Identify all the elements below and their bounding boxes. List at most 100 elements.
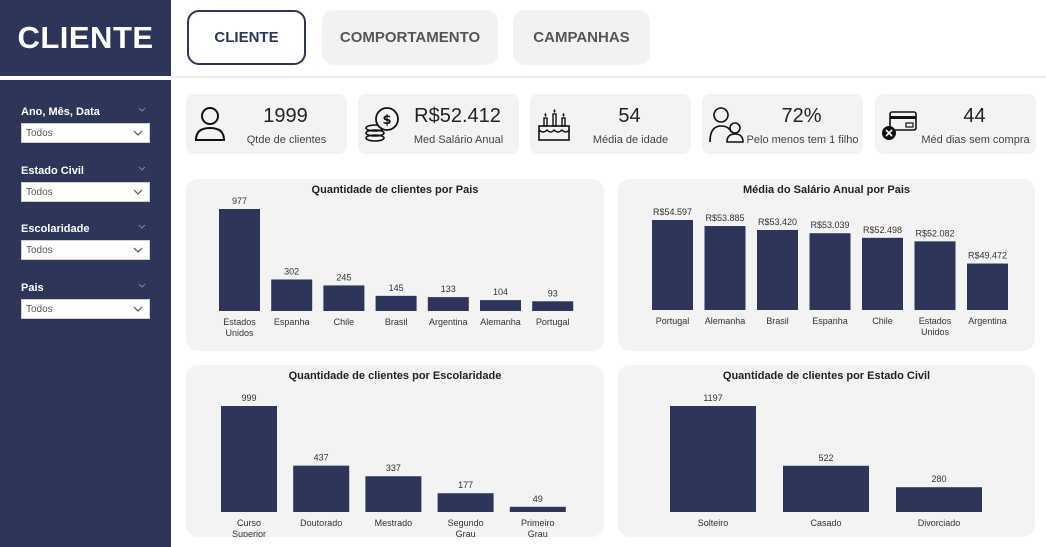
category-label: Chile — [872, 316, 893, 326]
data-label: R$53.885 — [705, 213, 744, 223]
bar-estados-unidos[interactable] — [914, 241, 956, 310]
kpi-value: R$52.412 — [414, 105, 501, 127]
data-label: 999 — [241, 393, 256, 403]
data-label: 437 — [314, 453, 329, 463]
bar-doutorado[interactable] — [293, 465, 350, 512]
bar-primeiro-grau[interactable] — [509, 506, 566, 512]
data-label: 302 — [284, 266, 299, 276]
svg-text:$: $ — [382, 113, 391, 128]
bar-espanha[interactable] — [809, 233, 851, 310]
collapse-chevron-icon[interactable] — [138, 106, 146, 114]
sidebar: CLIENTE Ano, Mês, Data Todos Estado Civi… — [0, 0, 171, 547]
chevron-down-icon — [133, 247, 143, 253]
data-label: 49 — [533, 494, 543, 504]
category-label: Mestrado — [375, 518, 413, 528]
bar-espanha[interactable] — [271, 279, 313, 311]
category-label: Portugal — [656, 316, 690, 326]
data-label: 522 — [818, 453, 833, 463]
bar-portugal[interactable] — [652, 220, 693, 310]
filter-pais-value: Todos — [26, 303, 53, 315]
data-label: R$53.039 — [810, 220, 849, 230]
data-label: R$49.472 — [968, 251, 1007, 261]
kpi-label: Média de idade — [592, 134, 669, 146]
bar-estados-unidos[interactable] — [219, 209, 260, 311]
filter-escolaridade-select[interactable]: Todos — [21, 240, 150, 260]
collapse-chevron-icon[interactable] — [138, 165, 146, 173]
filter-date: Ano, Mês, Data Todos — [21, 105, 150, 143]
card-declined-icon — [882, 111, 917, 140]
bar-alemanha[interactable] — [704, 226, 746, 310]
category-label: Doutorado — [300, 518, 342, 528]
data-label: 93 — [548, 288, 558, 298]
category-label: Alemanha — [705, 316, 746, 326]
chevron-down-icon — [133, 306, 143, 312]
filter-date-label: Ano, Mês, Data — [21, 106, 100, 118]
data-label: 177 — [458, 480, 473, 490]
bar-chile[interactable] — [862, 237, 903, 310]
collapse-chevron-icon[interactable] — [138, 282, 146, 290]
chart-panel-clientes-estado-civil: Quantidade de clientes por Estado Civil … — [618, 365, 1035, 537]
data-label: 104 — [493, 287, 508, 297]
bar-chile[interactable] — [323, 285, 365, 311]
kpi-value: 1999 — [263, 105, 308, 127]
kpi-value: 54 — [618, 105, 641, 127]
kpi-label: Med Salário Anual — [413, 134, 504, 146]
chart-panel-salario-pais: Média do Salário Anual por Pais R$54.597… — [618, 179, 1035, 351]
chart-panel-clientes-escolaridade: Quantidade de clientes por Escolaridade … — [186, 365, 604, 537]
parent-child-icon — [709, 107, 744, 143]
category-label: Curso Superior — [232, 518, 266, 537]
category-label: Estados Unidos — [223, 317, 256, 338]
data-label: 145 — [389, 283, 404, 293]
coins-icon: $ — [365, 107, 399, 142]
data-label: R$52.082 — [915, 228, 954, 238]
chart-clientes-pais: 977 Estados Unidos 302 Espanha 245 Chile 145 Bra… — [219, 196, 574, 338]
tab-cliente[interactable]: CLIENTE — [187, 10, 306, 65]
category-label: Chile — [334, 317, 355, 327]
kpi-card-dias: 44 Méd dias sem compra — [875, 94, 1036, 154]
filter-pais-select[interactable]: Todos — [21, 299, 150, 319]
bar-alemanha[interactable] — [480, 300, 521, 311]
kpi-label: Pelo menos tem 1 filho — [746, 134, 859, 146]
kpi-label: Méd dias sem compra — [921, 134, 1030, 146]
filter-pais-label: Pais — [21, 282, 44, 294]
tab-campanhas-label: CAMPANHAS — [533, 29, 630, 46]
tab-comportamento[interactable]: COMPORTAMENTO — [322, 10, 498, 65]
filter-estado-civil-select[interactable]: Todos — [21, 182, 150, 202]
filter-estado-civil-label: Estado Civil — [21, 165, 84, 177]
collapse-chevron-icon[interactable] — [138, 223, 146, 231]
bar-brasil[interactable] — [757, 229, 798, 310]
birthday-cake-icon — [538, 109, 570, 141]
bar-portugal[interactable] — [532, 301, 574, 311]
kpi-label: Qtde de clientes — [246, 134, 327, 146]
chart-clientes-estado-civil: 1197 Solteiro 522 Casado 280 Divorciado — [670, 393, 982, 528]
bar-argentina[interactable] — [427, 297, 469, 311]
category-label: Segundo Grau — [448, 518, 484, 537]
category-label: Espanha — [812, 316, 848, 326]
category-label: Argentina — [429, 317, 468, 327]
data-label: 133 — [441, 284, 456, 294]
bar-brasil[interactable] — [375, 295, 417, 311]
bar-segundo-grau[interactable] — [437, 493, 494, 512]
bar-argentina[interactable] — [967, 263, 1008, 310]
data-label: 1197 — [703, 393, 722, 403]
tab-campanhas[interactable]: CAMPANHAS — [513, 10, 650, 65]
data-label: 977 — [232, 196, 247, 206]
kpi-card-filhos: 72% Pelo menos tem 1 filho — [702, 94, 863, 154]
bar-casado[interactable] — [783, 465, 869, 512]
bar-mestrado[interactable] — [365, 476, 422, 512]
category-label: Portugal — [536, 317, 570, 327]
category-label: Brasil — [385, 317, 408, 327]
filter-escolaridade-label: Escolaridade — [21, 223, 90, 235]
bar-divorciado[interactable] — [896, 487, 982, 512]
filter-estado-civil-value: Todos — [26, 186, 53, 198]
bar-solteiro[interactable] — [670, 406, 756, 512]
category-label: Brasil — [766, 316, 789, 326]
category-label: Divorciado — [918, 518, 961, 528]
bar-curso-superior[interactable] — [221, 406, 277, 512]
filter-estado-civil: Estado Civil Todos — [21, 164, 150, 202]
category-label: Argentina — [968, 316, 1007, 326]
title-divider — [0, 76, 171, 80]
data-label: 280 — [931, 474, 946, 484]
filter-date-select[interactable]: Todos — [21, 123, 150, 143]
kpi-value: 44 — [963, 105, 986, 127]
